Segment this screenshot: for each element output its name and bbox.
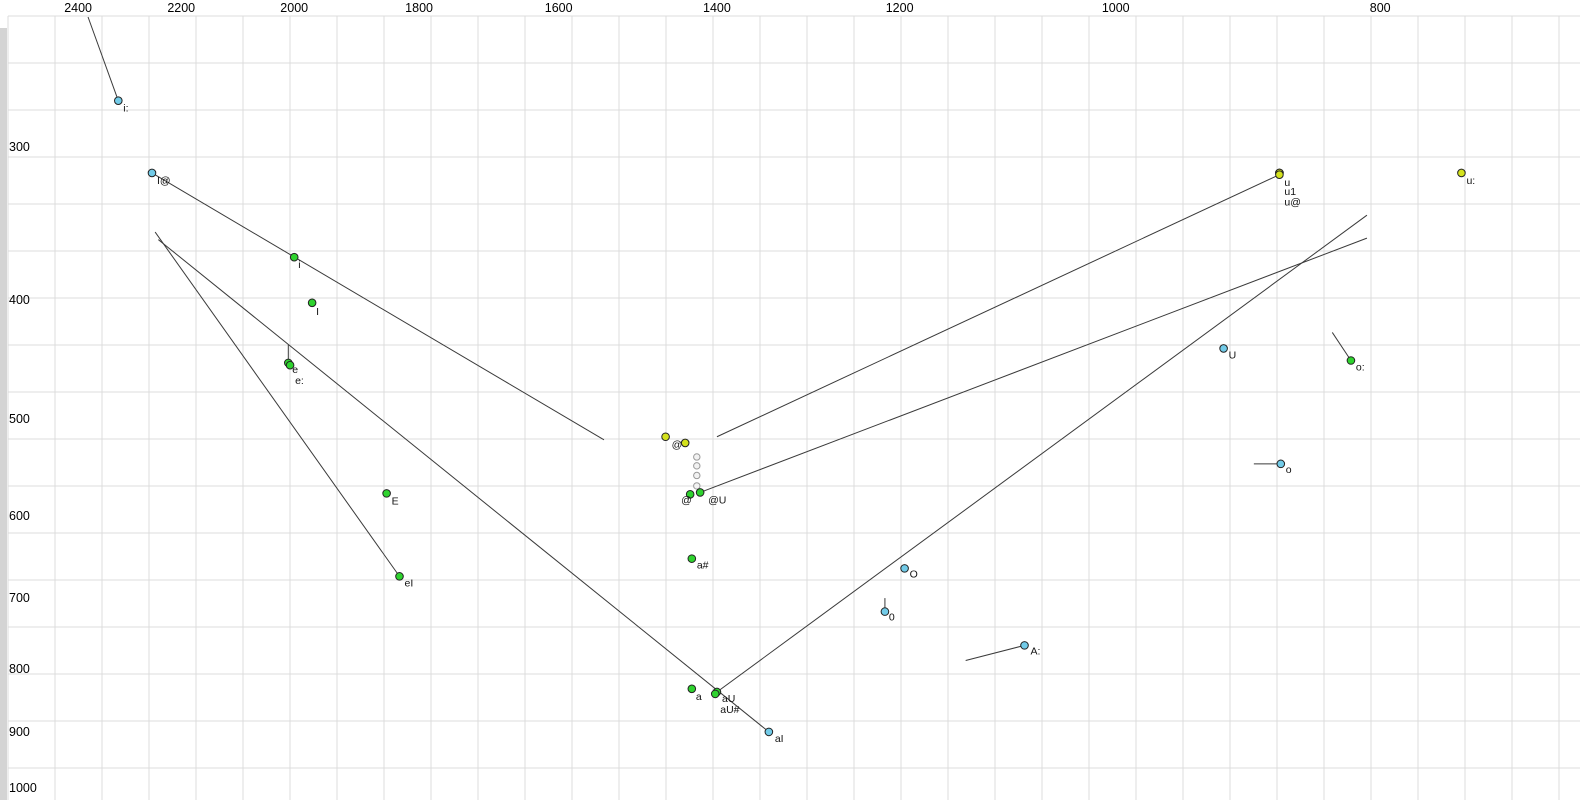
vowel-point-label: @U	[708, 494, 726, 506]
x-axis-tick-label: 1200	[886, 1, 914, 15]
vowel-point-a[interactable]	[687, 554, 697, 563]
vowel-point-aI[interactable]	[764, 727, 774, 737]
vowel-point-label: a#	[697, 560, 709, 572]
y-axis-tick-label: 1000	[9, 781, 37, 795]
vowel-point-I[interactable]	[307, 298, 317, 308]
vowel-point[interactable]	[685, 489, 695, 499]
diphthong-trajectory-line	[157, 239, 770, 733]
x-axis-tick-label: 1800	[405, 1, 433, 15]
y-axis-tick-label: 600	[9, 509, 30, 523]
left-edge-strip	[0, 28, 7, 800]
vowel-point-label: I@	[157, 175, 171, 187]
vowel-point-u[interactable]	[1457, 168, 1466, 178]
diphthong-trajectory-line	[151, 172, 605, 441]
vowel-point[interactable]	[680, 438, 690, 448]
vowel-point-label: O	[910, 568, 918, 580]
vowel-point-label: aI	[775, 733, 784, 745]
y-axis-tick-label: 300	[9, 140, 30, 154]
diphthong-trajectory-line	[87, 16, 119, 101]
vowel-point-label: u@	[1284, 197, 1301, 209]
vowel-point-i[interactable]	[289, 252, 299, 262]
x-axis-tick-label: 800	[1370, 1, 1391, 15]
x-axis-tick-label: 1600	[545, 1, 573, 15]
vowel-point-label: e:	[295, 375, 304, 387]
vowel-point-A[interactable]	[1020, 641, 1029, 650]
y-axis-tick-label: 700	[9, 591, 30, 605]
vowel-point-label: A:	[1031, 645, 1041, 657]
vowel-point-label: @	[681, 494, 692, 506]
vowel-point-label: u:	[1466, 175, 1475, 187]
vowel-point-label: 0	[889, 612, 895, 624]
vowel-point-label: o	[1286, 464, 1292, 476]
vowel-point-E[interactable]	[382, 489, 391, 498]
vowel-point[interactable]	[693, 482, 701, 490]
vowel-point-label: a	[696, 691, 702, 703]
vowel-point-label: @	[672, 439, 683, 451]
vowel-point[interactable]	[693, 453, 701, 461]
vowel-point-I[interactable]	[147, 168, 157, 178]
vowel-point-label: u1	[1284, 186, 1296, 198]
vowel-point-o[interactable]	[1346, 356, 1356, 365]
vowel-point-o[interactable]	[1276, 459, 1286, 469]
y-axis-tick-label: 400	[9, 293, 30, 307]
y-axis-tick-label: 800	[9, 662, 30, 676]
diphthong-trajectory-line	[716, 174, 1280, 438]
diphthong-trajectory-line	[154, 231, 400, 577]
vowel-point-label: aU	[722, 693, 735, 705]
vowel-point-label: eI	[404, 577, 413, 589]
vowel-point-aU[interactable]	[710, 689, 720, 699]
vowel-point-label: i:	[123, 103, 128, 115]
diphthong-trajectory-line	[716, 214, 1368, 693]
y-axis-tick-label: 900	[9, 725, 30, 739]
vowel-point-i[interactable]	[114, 96, 123, 105]
vowel-point-label: aU#	[720, 704, 739, 716]
y-axis-tick-label: 500	[9, 412, 30, 426]
vowel-point-label: u	[1284, 177, 1290, 189]
x-axis-tick-label: 2200	[167, 1, 195, 15]
x-axis-tick-label: 1000	[1102, 1, 1130, 15]
vowel-point-O[interactable]	[900, 564, 909, 573]
vowel-point-label: o:	[1356, 361, 1365, 373]
vowel-point-U[interactable]	[695, 488, 705, 497]
vowel-point-u[interactable]	[1275, 170, 1284, 179]
x-axis-tick-label: 2400	[64, 1, 92, 15]
vowel-point-label: I	[316, 306, 319, 318]
diphthong-trajectory-line	[1331, 332, 1352, 361]
diphthong-trajectory-line	[699, 237, 1368, 493]
vowel-point-e[interactable]	[285, 360, 295, 370]
vowel-point[interactable]	[693, 471, 701, 480]
vowel-point-U[interactable]	[1219, 344, 1228, 353]
vowel-point-label: U	[1229, 349, 1237, 361]
x-axis-tick-label: 1400	[703, 1, 731, 15]
diphthong-trajectory-line	[965, 644, 1025, 661]
vowel-point-a[interactable]	[687, 684, 697, 694]
vowel-point-label: e	[292, 364, 298, 376]
vowel-point-label: i	[298, 259, 300, 271]
vowel-point-0[interactable]	[880, 607, 890, 616]
vowel-point[interactable]	[693, 462, 701, 470]
x-axis-tick-label: 2000	[280, 1, 308, 15]
vowel-point-eI[interactable]	[395, 572, 404, 581]
vowel-point[interactable]	[661, 432, 670, 442]
vowel-point-label: E	[392, 495, 399, 507]
